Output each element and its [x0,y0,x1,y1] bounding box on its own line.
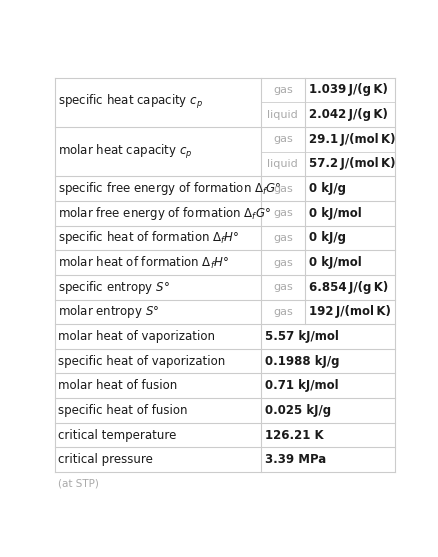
Text: gas: gas [272,307,292,317]
Text: 6.854 J/(g K): 6.854 J/(g K) [308,281,387,294]
Text: 0.025 kJ/g: 0.025 kJ/g [264,404,330,417]
Text: molar entropy $S$°: molar entropy $S$° [57,304,159,320]
Text: (at STP): (at STP) [57,479,98,489]
Text: gas: gas [272,184,292,193]
Text: 29.1 J/(mol K): 29.1 J/(mol K) [308,133,395,146]
Text: specific heat of vaporization: specific heat of vaporization [57,355,224,368]
Text: 3.39 MPa: 3.39 MPa [264,453,325,466]
Text: gas: gas [272,85,292,95]
Text: molar heat of formation $\Delta_f H$°: molar heat of formation $\Delta_f H$° [57,255,228,271]
Text: gas: gas [272,257,292,267]
Text: molar free energy of formation $\Delta_f G$°: molar free energy of formation $\Delta_f… [57,205,270,222]
Text: 1.039 J/(g K): 1.039 J/(g K) [308,84,387,96]
Text: 0 kJ/mol: 0 kJ/mol [308,207,361,219]
Text: gas: gas [272,208,292,218]
Text: 0.71 kJ/mol: 0.71 kJ/mol [264,379,338,392]
Text: 192 J/(mol K): 192 J/(mol K) [308,305,390,319]
Text: molar heat of vaporization: molar heat of vaporization [57,330,214,343]
Text: specific heat of formation $\Delta_f H$°: specific heat of formation $\Delta_f H$° [57,229,239,246]
Text: 0 kJ/g: 0 kJ/g [308,182,345,195]
Text: liquid: liquid [267,110,297,120]
Text: critical pressure: critical pressure [57,453,152,466]
Text: 57.2 J/(mol K): 57.2 J/(mol K) [308,158,395,170]
Text: specific entropy $S$°: specific entropy $S$° [57,278,169,296]
Text: 5.57 kJ/mol: 5.57 kJ/mol [264,330,338,343]
Text: 0.1988 kJ/g: 0.1988 kJ/g [264,355,339,368]
Text: molar heat of fusion: molar heat of fusion [57,379,177,392]
Text: specific heat capacity $c_p$: specific heat capacity $c_p$ [57,93,202,111]
Text: 0 kJ/g: 0 kJ/g [308,231,345,245]
Text: 0 kJ/mol: 0 kJ/mol [308,256,361,269]
Text: gas: gas [272,233,292,243]
Text: 2.042 J/(g K): 2.042 J/(g K) [308,108,387,121]
Text: gas: gas [272,282,292,292]
Text: molar heat capacity $c_p$: molar heat capacity $c_p$ [57,143,192,160]
Text: gas: gas [272,134,292,144]
Text: liquid: liquid [267,159,297,169]
Text: 126.21 K: 126.21 K [264,429,323,442]
Text: critical temperature: critical temperature [57,429,176,442]
Text: specific heat of fusion: specific heat of fusion [57,404,187,417]
Text: specific free energy of formation $\Delta_f G$°: specific free energy of formation $\Delt… [57,180,280,197]
